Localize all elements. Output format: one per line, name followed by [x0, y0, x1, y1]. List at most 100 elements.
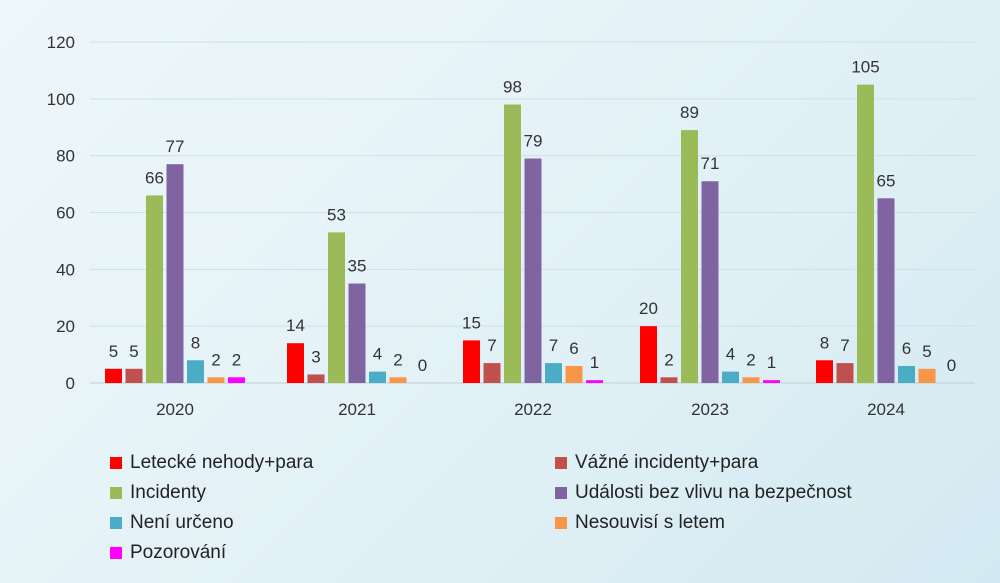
data-label: 8	[191, 333, 200, 352]
data-label: 2	[211, 350, 220, 369]
legend-swatch	[110, 457, 122, 469]
y-tick-label: 0	[66, 374, 75, 393]
y-tick-label: 80	[56, 147, 75, 166]
data-label: 1	[767, 353, 776, 372]
bar	[187, 360, 204, 383]
data-label: 2	[664, 350, 673, 369]
bar	[918, 368, 936, 383]
y-tick-label: 60	[56, 204, 75, 223]
bar	[545, 363, 562, 383]
bar	[504, 104, 521, 384]
legend-item: Pozorování	[110, 542, 226, 564]
legend-label: Vážné incidenty+para	[575, 452, 759, 473]
legend-item: Není určeno	[110, 512, 234, 534]
x-tick-label: 2023	[691, 400, 729, 419]
bar	[681, 130, 698, 383]
legend-item: Incidenty	[110, 482, 206, 504]
data-label: 7	[840, 336, 849, 355]
data-label: 14	[286, 316, 305, 335]
data-label: 5	[922, 342, 931, 361]
legend-label: Incidenty	[130, 482, 207, 503]
bar	[348, 283, 366, 383]
legend-swatch	[110, 487, 122, 499]
bar	[483, 363, 501, 383]
data-label: 1	[590, 353, 599, 372]
legend-label: Letecké nehody+para	[130, 452, 314, 473]
data-label: 35	[348, 257, 367, 276]
data-label: 53	[327, 205, 346, 224]
x-tick-label: 2021	[338, 400, 376, 419]
bar	[105, 368, 122, 383]
bar	[307, 374, 325, 383]
bar	[565, 365, 583, 383]
data-label: 71	[701, 154, 720, 173]
bar	[836, 363, 854, 383]
legend-item: Vážné incidenty+para	[555, 452, 758, 474]
data-label: 20	[639, 299, 658, 318]
bar	[586, 380, 603, 383]
data-label-zero: 0	[418, 356, 427, 375]
legend-label: Nesouvisí s letem	[575, 512, 725, 533]
bar	[524, 158, 542, 383]
data-label: 3	[311, 347, 320, 366]
data-label: 4	[726, 345, 735, 364]
legend-swatch	[555, 457, 567, 469]
legend-item: Letecké nehody+para	[110, 452, 313, 474]
legend-swatch	[110, 517, 122, 529]
legend-label: Není určeno	[130, 512, 234, 533]
y-tick-label: 100	[47, 90, 75, 109]
bar	[763, 380, 780, 383]
legend-swatch	[110, 547, 122, 559]
y-tick-label: 120	[47, 33, 75, 52]
data-label: 7	[487, 336, 496, 355]
data-label-zero: 0	[947, 356, 956, 375]
y-tick-label: 20	[56, 317, 75, 336]
data-label: 6	[902, 339, 911, 358]
legend-label: Pozorování	[130, 542, 227, 563]
bar	[207, 377, 225, 383]
data-label: 6	[569, 339, 578, 358]
legend-item: Události bez vlivu na bezpečnost	[555, 482, 852, 504]
bar	[898, 365, 915, 383]
bar	[701, 181, 719, 383]
data-label: 2	[746, 350, 755, 369]
bar	[228, 377, 245, 383]
bar	[146, 195, 163, 383]
x-tick-label: 2020	[156, 400, 194, 419]
legend-label: Události bez vlivu na bezpečnost	[575, 482, 852, 503]
data-label: 98	[503, 78, 522, 97]
bar	[166, 164, 184, 383]
x-tick-label: 2022	[514, 400, 552, 419]
data-label: 2	[232, 350, 241, 369]
bar	[816, 360, 833, 383]
data-label: 5	[109, 342, 118, 361]
data-label: 15	[462, 313, 481, 332]
data-label: 65	[877, 171, 896, 190]
bar	[287, 343, 304, 383]
legend-item: Nesouvisí s letem	[555, 512, 725, 534]
data-label: 105	[851, 58, 879, 77]
bar	[125, 368, 143, 383]
data-label: 4	[373, 345, 382, 364]
data-label: 79	[524, 132, 543, 151]
data-label: 2	[393, 350, 402, 369]
legend-swatch	[555, 487, 567, 499]
data-label: 8	[820, 333, 829, 352]
bar	[660, 377, 678, 383]
bar	[640, 326, 657, 383]
data-label: 89	[680, 103, 699, 122]
bar	[389, 377, 407, 383]
bar	[463, 340, 480, 383]
legend-swatch	[555, 517, 567, 529]
bar	[742, 377, 760, 383]
data-label: 5	[129, 342, 138, 361]
data-label: 66	[145, 168, 164, 187]
bar	[369, 371, 386, 383]
data-label: 77	[166, 137, 185, 156]
y-tick-label: 40	[56, 260, 75, 279]
data-label: 7	[549, 336, 558, 355]
x-tick-label: 2024	[867, 400, 905, 419]
bar	[857, 84, 874, 383]
